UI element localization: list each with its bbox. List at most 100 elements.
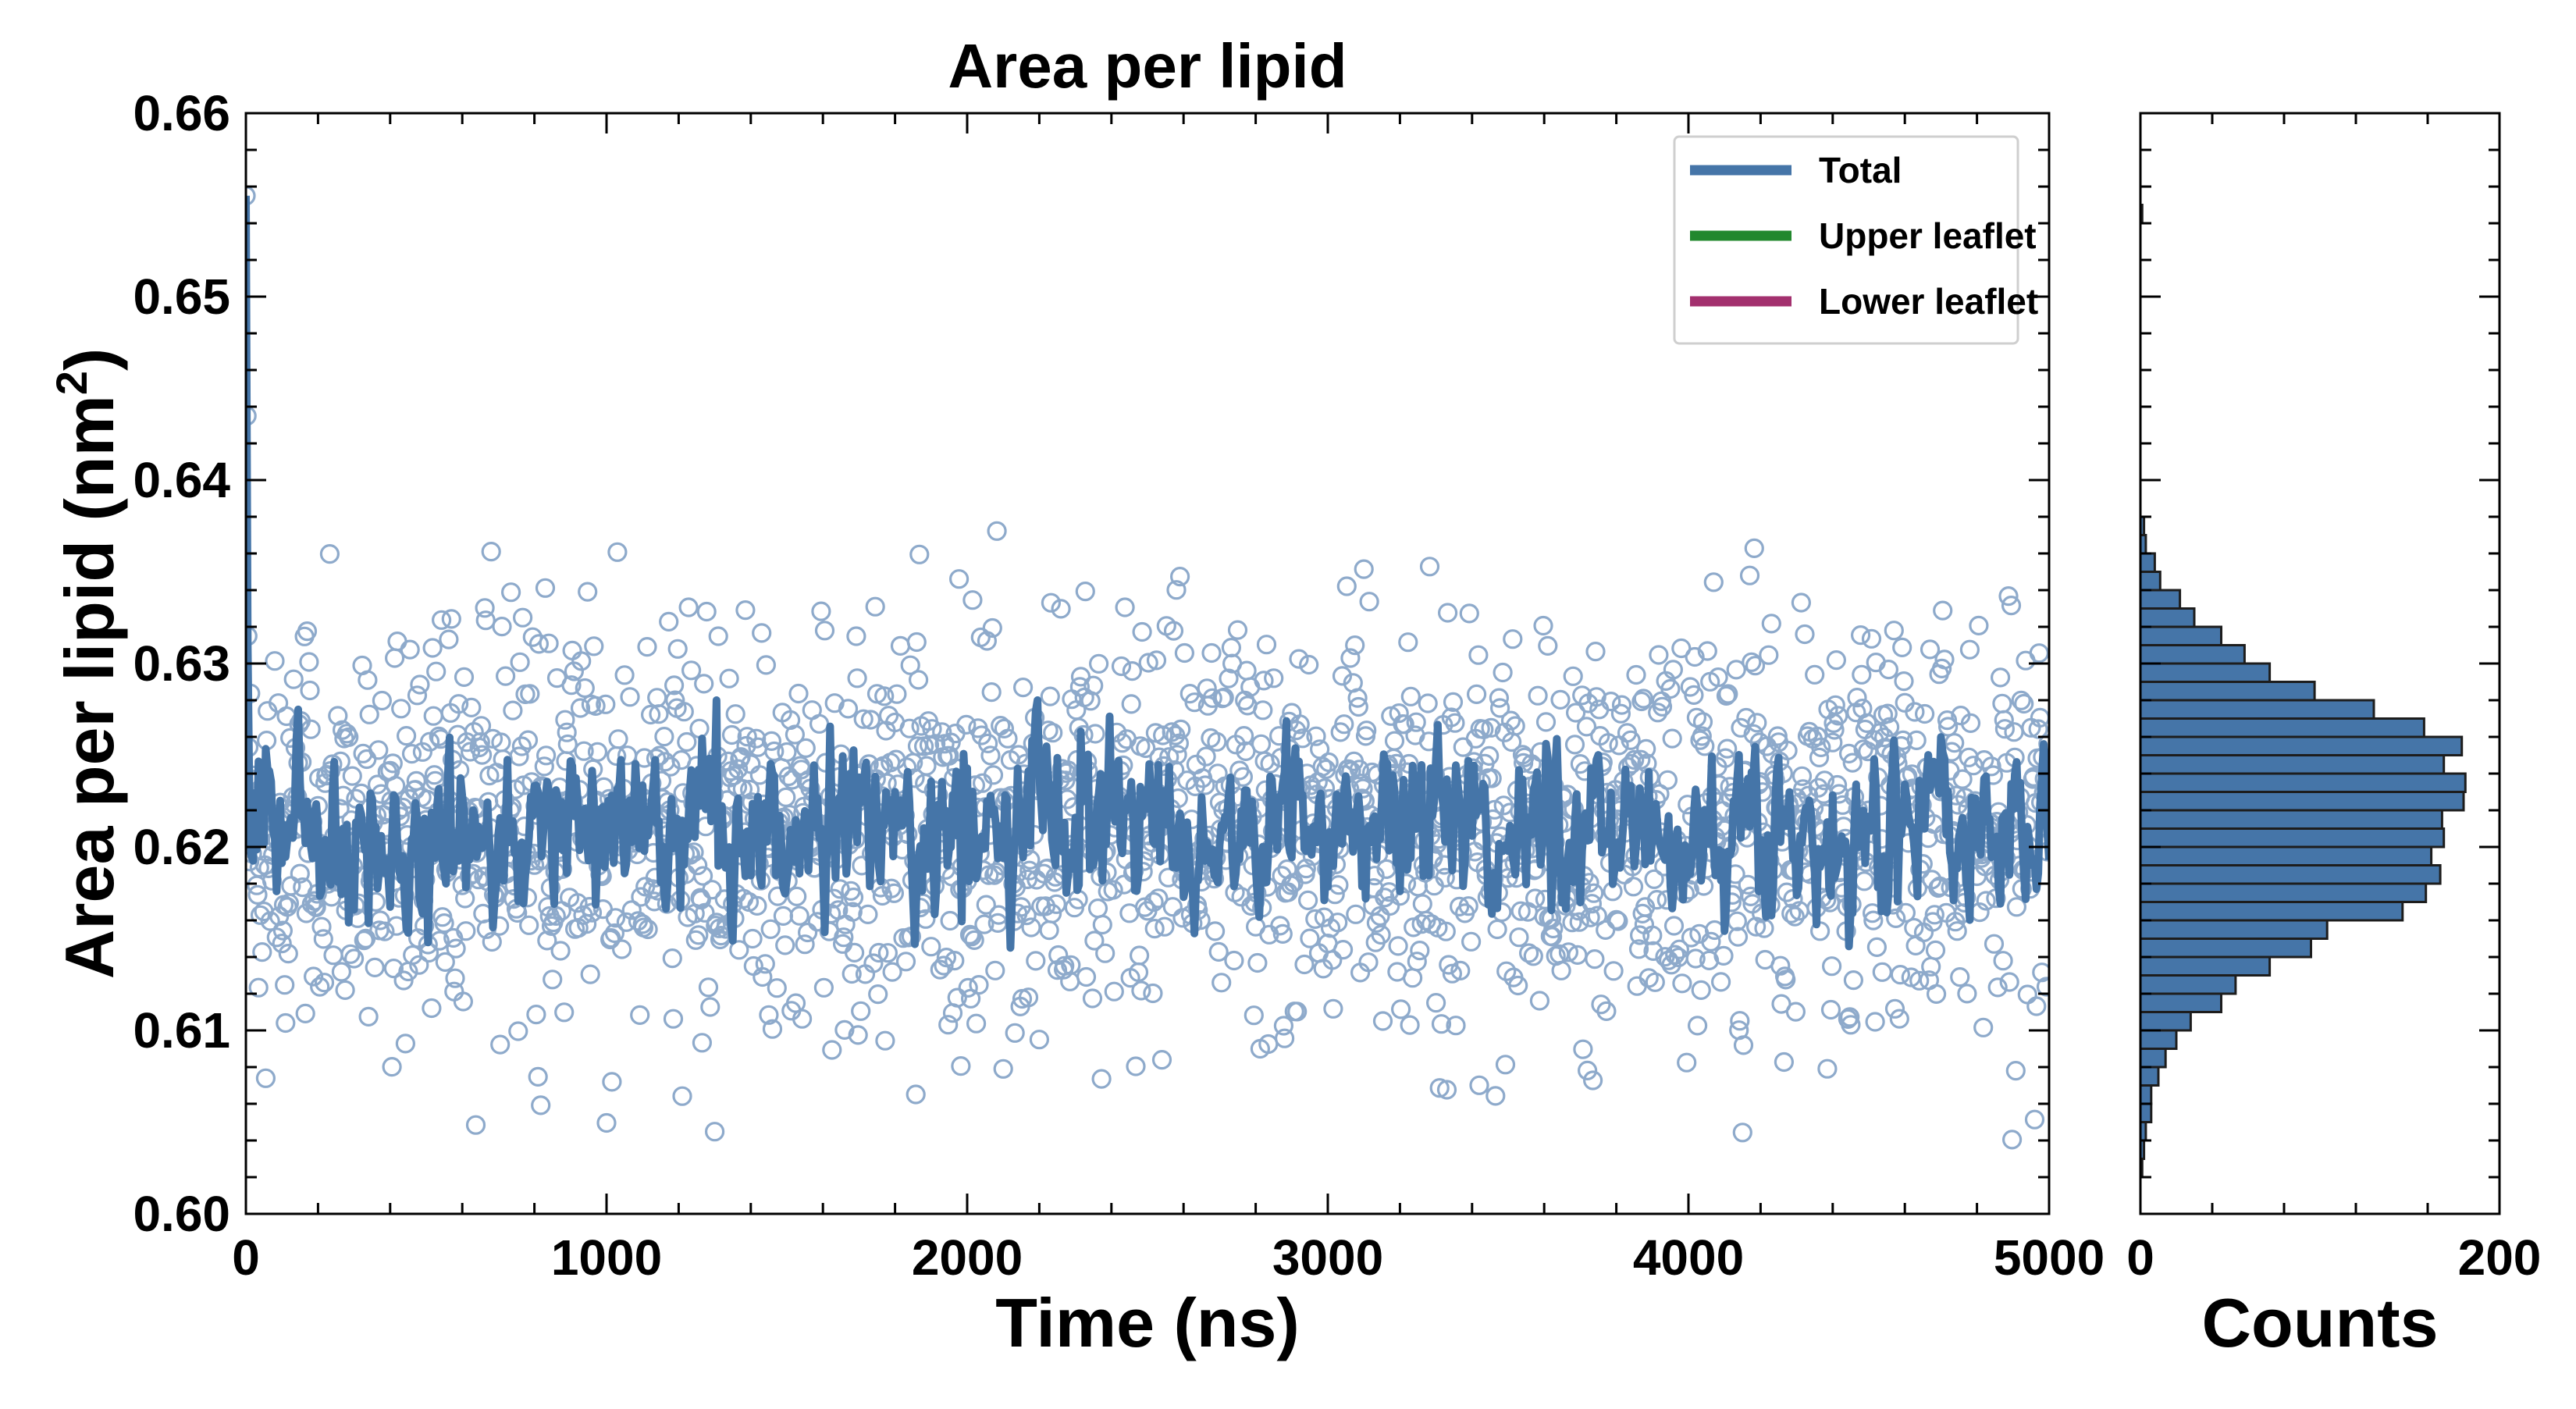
histogram-ticks [2139,112,2501,1215]
raw-point [1610,703,1631,724]
raw-point [1095,943,1115,963]
raw-point [994,718,1015,739]
y-tick-label: 0.60 [133,1186,230,1242]
raw-point [1811,737,1831,758]
raw-point [1657,770,1678,790]
raw-point [1727,927,1749,947]
raw-point [1214,687,1234,708]
raw-point [1076,966,1097,987]
raw-point [1169,733,1190,753]
raw-point [471,745,493,765]
raw-point [2005,1060,2026,1081]
raw-point [1121,694,1141,714]
raw-point [1305,909,1325,930]
raw-point [841,963,862,984]
raw-point [1542,927,1563,947]
raw-point [1347,688,1368,708]
raw-point [297,621,318,642]
raw-point [1221,637,1242,658]
raw-point [295,1003,315,1024]
raw-point [1947,921,1967,941]
raw-point [1132,621,1152,642]
histogram-bar [2139,992,2222,1013]
raw-point [921,937,941,957]
raw-point [654,726,674,747]
raw-point [964,930,984,951]
raw-point [976,895,996,915]
raw-point [874,686,895,706]
raw-point [265,651,285,671]
raw-point [729,940,749,960]
raw-point [596,1112,617,1133]
raw-point [1993,951,2013,971]
raw-point [884,883,905,903]
raw-point [509,746,529,767]
raw-point [1394,714,1414,735]
raw-point [1923,912,1943,932]
raw-point [776,787,796,808]
raw-point [909,544,930,564]
raw-point [2006,897,2026,917]
raw-point [1889,1009,1909,1029]
raw-point [1270,916,1290,936]
raw-point [1930,876,1950,896]
histogram-bar [2139,717,2425,738]
raw-point [752,623,772,643]
raw-point [1660,678,1681,699]
raw-point [1994,719,2015,739]
raw-point [1824,720,1845,740]
raw-point [441,609,461,629]
raw-point [1446,1016,1466,1036]
raw-point [1784,906,1805,927]
raw-point [1892,637,1912,658]
raw-point [601,927,621,948]
raw-point [503,700,523,721]
histogram-bar [2139,1048,2167,1069]
raw-point [1380,895,1400,916]
raw-point [1016,905,1037,926]
raw-point [1857,713,1877,734]
raw-point [395,1034,416,1054]
raw-point [492,616,512,637]
raw-point [735,600,756,621]
raw-point [1747,713,1767,733]
raw-point [1551,960,1571,980]
raw-point [1528,685,1548,706]
raw-point [266,927,286,948]
raw-point [875,1030,895,1051]
raw-point [1435,867,1455,888]
raw-point [662,948,682,969]
raw-point [1354,559,1374,579]
raw-point [339,727,359,747]
raw-point [1744,538,1764,559]
raw-point [1580,907,1600,927]
raw-point [1485,1086,1506,1106]
raw-point [691,889,711,910]
raw-point [584,636,604,656]
raw-point [435,952,455,973]
raw-point [956,714,977,735]
raw-point [1992,693,2012,713]
raw-point [773,906,794,927]
raw-point [1453,737,1473,757]
raw-point [1334,714,1354,735]
histogram-bar [2139,754,2446,775]
raw-point [252,941,272,962]
raw-point [422,998,442,1019]
x-tick-label: 5000 [1994,1229,2105,1286]
raw-point [2014,693,2034,714]
raw-point [746,728,767,749]
raw-point [664,675,685,696]
raw-point [1627,976,1647,996]
raw-point [1439,955,1459,975]
raw-point [890,635,911,656]
raw-point [1509,927,1529,948]
histogram-bar [2139,901,2404,922]
main-plot: Area per lipid 0 1000 2000 3000 4000 5000 0.60 0… [47,31,2105,1361]
raw-point [962,590,983,610]
raw-point [1482,768,1502,788]
raw-point [387,631,407,652]
raw-point [1684,685,1704,706]
raw-point [1264,668,1284,688]
raw-point [704,1122,725,1142]
